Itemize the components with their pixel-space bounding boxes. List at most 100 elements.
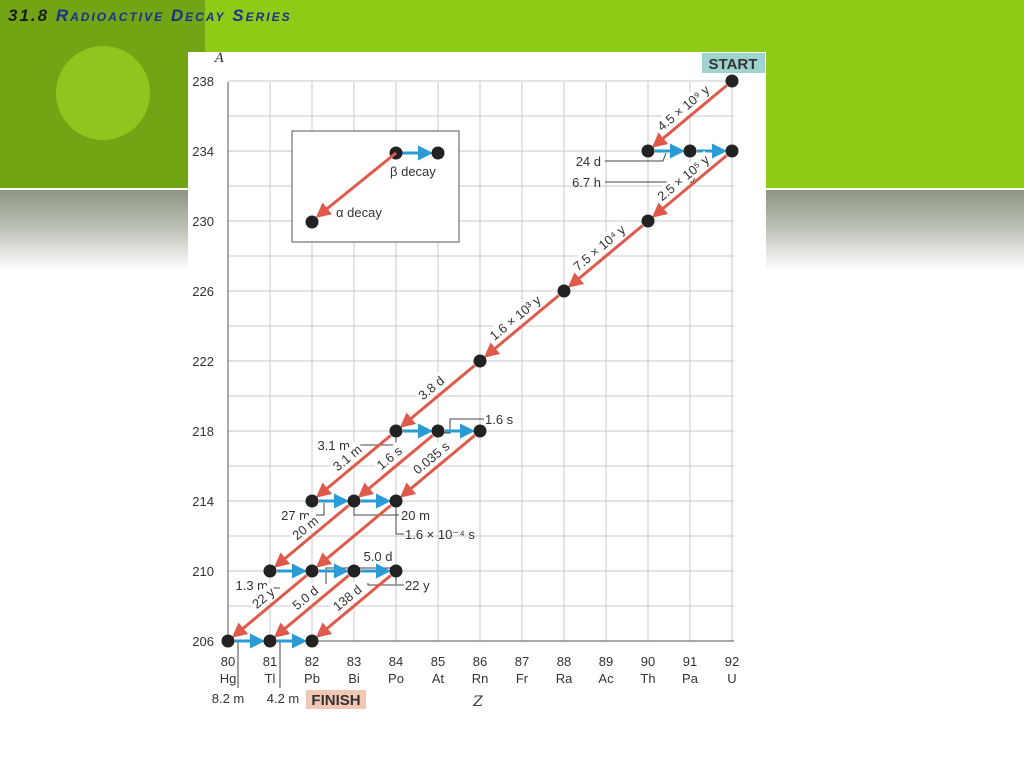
callout-text-pb214: 27 m [281,508,310,523]
nuclide-dot [641,214,655,228]
alpha-label-backing [287,511,323,545]
nuclide-dot [305,564,319,578]
y-tick-label: 206 [192,634,214,649]
x-axis-title: Z [472,694,483,710]
nuclide-dot [305,634,319,648]
callout-text-th234: 24 d [576,154,601,169]
alpha-half-life-label: 1.6 × 10³ y [487,292,544,343]
nuclide-dot [683,144,697,158]
alpha-label-backing [328,440,367,476]
alpha-label-backing [372,441,407,474]
x-tick-number: 80 [221,654,235,669]
y-axis-title: A [214,52,224,66]
callout-line-po214 [395,503,404,535]
alpha-label-backing [408,437,455,479]
callout-text-bi210: 5.0 d [364,549,393,564]
alpha-decay-arrow [273,504,350,568]
callout-text-po218: 3.1 m [317,438,350,453]
legend-alpha-end-dot [305,215,319,229]
nuclide-dot [263,564,277,578]
x-tick-symbol: At [432,671,445,686]
start-label: START [709,56,758,73]
nuclide-dot [221,634,235,648]
alpha-decay-arrow [399,434,476,498]
nuclide-dot [347,564,361,578]
alpha-label-backing [413,371,449,405]
x-tick-number: 85 [431,654,445,669]
callout-text-po214: 1.6 × 10⁻⁴ s [405,527,475,542]
alpha-half-life-label: 7.5 × 10⁴ y [570,222,628,274]
x-tick-symbol: Fr [516,671,529,686]
callout-line-po210 [367,583,404,586]
slide-title: 31.8 Radioactive Decay Series [8,6,292,26]
alpha-decay-arrow [315,504,392,568]
alpha-decay-arrow [483,294,560,358]
y-tick-label: 222 [192,354,214,369]
nuclide-dot [389,494,403,508]
callout-line-th234 [605,152,667,162]
x-tick-number: 87 [515,654,529,669]
decay-arrows [231,84,728,649]
x-tick-symbol: Rn [472,671,489,686]
finish-label: FINISH [311,692,360,709]
x-tick-symbol: Po [388,671,404,686]
nuclide-dot [389,564,403,578]
slide-section-number: 31.8 [8,6,50,25]
alpha-decay-arrow [231,574,308,638]
nuclide-dot [431,424,445,438]
slide-title-text: Radioactive Decay Series [55,6,292,25]
x-tick-symbol: Th [640,671,655,686]
nuclide-dot [473,354,487,368]
alpha-label-backing [568,220,630,276]
x-tick-symbol: Tl [265,671,276,686]
callout-text-tl206: 4.2 m [267,691,300,706]
legend-beta-end-dot [431,146,445,160]
x-tick-symbol: Pa [682,671,699,686]
nuclide-dot [725,144,739,158]
x-tick-symbol: U [727,671,736,686]
alpha-decay-arrow [567,224,644,288]
nuclide-dot [557,284,571,298]
alpha-label-backing [328,580,367,616]
x-tick-symbol: Hg [220,671,237,686]
x-tick-symbol: Bi [348,671,360,686]
callout-text-po210: 22 y [405,578,430,593]
y-tick-label: 234 [192,144,214,159]
finish-badge [306,690,366,709]
alpha-label-backing [247,583,280,613]
x-tick-number: 81 [263,654,277,669]
alpha-decay-arrow [651,154,728,218]
x-tick-number: 83 [347,654,361,669]
nuclide-dot [725,74,739,88]
y-tick-label: 218 [192,424,214,439]
alpha-label-backing [485,291,546,345]
decay-series-figure: A 238 234 230 226 222 218 214 210 206 80 Hg 81 Tl 82 Pb… [188,52,766,712]
legend-box: β decay α decay [291,130,460,243]
y-tick-label: 214 [192,494,214,509]
y-tick-label: 226 [192,284,214,299]
alpha-label-backing [652,150,714,206]
y-tick-label: 238 [192,74,214,89]
callout-text-bi214: 20 m [401,508,430,523]
callout-text-pa234: 6.7 h [572,175,601,190]
nuclide-dots [221,74,739,648]
y-tick-label: 230 [192,214,214,229]
x-tick-number: 82 [305,654,319,669]
nuclide-dot [473,424,487,438]
legend-beta-label: β decay [390,164,436,179]
start-finish-markers: START FINISH [306,53,765,709]
x-tick-number: 84 [389,654,403,669]
legend-alpha-arrow [315,151,397,218]
x-tick-symbol: Pb [304,671,320,686]
legend-alpha-label: α decay [336,205,382,220]
nuclide-dot [347,494,361,508]
half-life-callouts: 24 d 6.7 h 1.6 s 3.1 m 27 m 20 m 1.6 × 10⁻⁴ s 5… [212,152,706,706]
nuclide-dot [305,494,319,508]
x-tick-number: 90 [641,654,655,669]
x-tick-number: 86 [473,654,487,669]
nuclide-dot [641,144,655,158]
y-tick-label: 210 [192,564,214,579]
nuclide-dot [389,424,403,438]
